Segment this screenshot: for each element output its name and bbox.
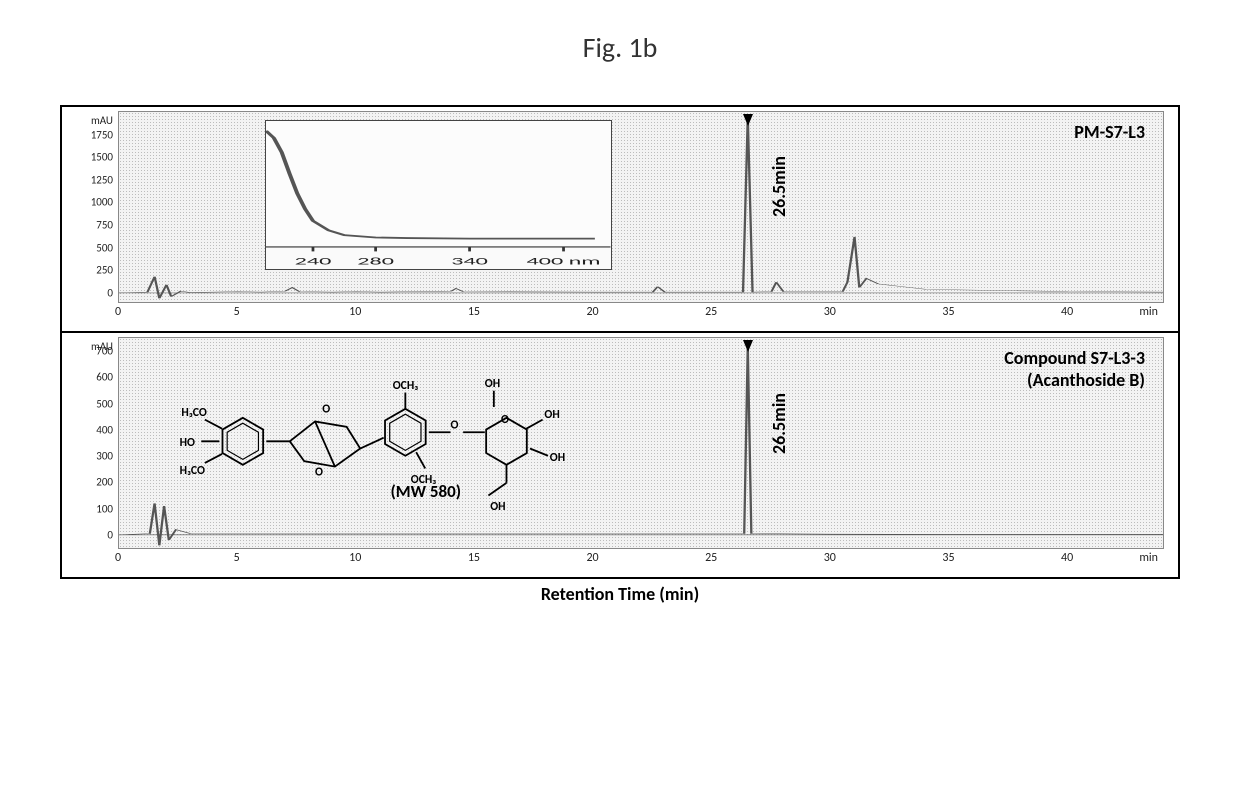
plot-area-bottom: mAU H₃COHOH₃COOOOCH₃OCH₃OOOHOHOHOH (MW 5… (118, 337, 1164, 549)
svg-text:O: O (501, 413, 509, 427)
x-unit-bottom: min (1139, 551, 1158, 565)
panel-label-top: PM-S7-L3 (1074, 122, 1145, 144)
mw-label: (MW 580) (390, 481, 461, 502)
panel-stack: Abs at 210nm (mAU) mAU 240280340400 nm 2… (60, 105, 1180, 579)
svg-text:OCH₃: OCH₃ (392, 379, 418, 393)
svg-text:240: 240 (295, 254, 332, 267)
svg-text:OH: OH (490, 500, 505, 514)
svg-text:340: 340 (451, 254, 488, 267)
x-unit-top: min (1139, 305, 1158, 319)
plot-area-top: mAU 240280340400 nm 26.5min PM-S7-L3 025… (118, 111, 1164, 303)
peak-arrow-top (743, 114, 753, 126)
panel-label-bottom: Compound S7-L3-3(Acanthoside B) (1004, 348, 1145, 391)
xaxis-top: min 0510152025303540 (118, 303, 1162, 327)
molecule-svg: H₃COHOH₃COOOOCH₃OCH₃OOOHOHOHOH (161, 351, 704, 532)
peak-arrow-bottom (743, 340, 753, 352)
uv-inset: 240 280 340 400 nm (265, 120, 612, 270)
svg-text:H₃CO: H₃CO (179, 463, 204, 477)
svg-text:O: O (315, 465, 323, 479)
panel-bottom: Abs at 210nm (mAU) mAU H₃COHOH₃COOOOCH₃O… (62, 333, 1178, 577)
xlabel: Retention Time (min) (20, 583, 1220, 605)
svg-text:H₃CO: H₃CO (181, 406, 206, 420)
svg-text:OH: OH (485, 377, 500, 391)
svg-text:HO: HO (179, 435, 194, 449)
svg-text:OH: OH (544, 407, 559, 421)
svg-text:400 nm: 400 nm (527, 254, 601, 267)
svg-text:O: O (450, 418, 458, 432)
svg-text:280: 280 (357, 254, 394, 267)
panel-top: Abs at 210nm (mAU) mAU 240280340400 nm 2… (62, 107, 1178, 333)
svg-text:OH: OH (550, 451, 565, 465)
y-unit-top: mAU (63, 114, 113, 127)
peak-label-bottom: 26.5min (768, 393, 790, 454)
svg-text:O: O (322, 402, 330, 416)
peak-label-top: 26.5min (768, 156, 790, 217)
molecule-structure: H₃COHOH₃COOOOCH₃OCH₃OOOHOHOHOH (161, 351, 704, 532)
figure-title: Fig. 1b (20, 30, 1220, 65)
xaxis-bottom: min 0510152025303540 (118, 549, 1162, 573)
uv-inset-curve: 240 280 340 400 nm (266, 121, 611, 269)
